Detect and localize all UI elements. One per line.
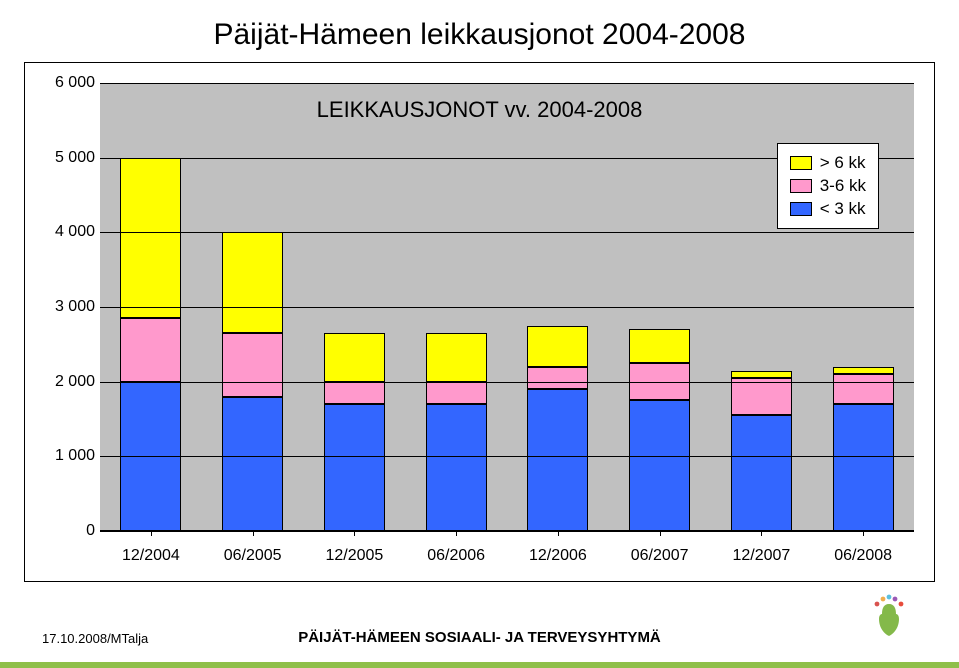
x-axis-label: 12/2005 (325, 547, 383, 565)
footer-accent-line (0, 662, 959, 668)
bar-group (629, 329, 690, 531)
gridline (100, 456, 914, 457)
legend-item-gt6kk: > 6 kk (790, 153, 866, 173)
x-tick (761, 531, 762, 536)
bar-segment-k36kk (120, 318, 181, 381)
bar-segment-lt3kk (629, 400, 690, 531)
x-tick (456, 531, 457, 536)
bar-group (324, 333, 385, 531)
x-tick (354, 531, 355, 536)
x-axis-label: 06/2008 (834, 547, 892, 565)
legend-swatch-lt3kk (790, 202, 812, 216)
y-axis-label: 5 000 (43, 149, 95, 167)
gridline (100, 232, 914, 233)
y-axis-label: 6 000 (43, 74, 95, 92)
y-axis-label: 0 (43, 522, 95, 540)
bar-segment-k36kk (222, 333, 283, 396)
x-axis-label: 12/2006 (529, 547, 587, 565)
page-title: Päijät-Hämeen leikkausjonot 2004-2008 (24, 18, 935, 52)
bar-segment-k36kk (731, 378, 792, 415)
bar-segment-lt3kk (222, 397, 283, 531)
footer-org-name: PÄIJÄT-HÄMEEN SOSIAALI- JA TERVEYSYHTYMÄ (298, 629, 661, 646)
gridline (100, 531, 914, 532)
y-axis-label: 3 000 (43, 298, 95, 316)
x-tick (863, 531, 864, 536)
footer-date-author: 17.10.2008/MTalja (42, 631, 148, 646)
x-tick (151, 531, 152, 536)
bar-segment-lt3kk (426, 404, 487, 531)
x-axis-label: 12/2004 (122, 547, 180, 565)
gridline (100, 382, 914, 383)
bar-segment-lt3kk (527, 389, 588, 531)
gridline (100, 83, 914, 84)
chart-title: LEIKKAUSJONOT vv. 2004-2008 (317, 97, 643, 123)
slide-page: Päijät-Hämeen leikkausjonot 2004-2008 LE… (0, 0, 959, 668)
bar-group (426, 333, 487, 531)
bar-group (527, 326, 588, 531)
bar-segment-gt6kk (731, 371, 792, 378)
bar-segment-gt6kk (833, 367, 894, 374)
legend-swatch-gt6kk (790, 156, 812, 170)
chart-container: LEIKKAUSJONOT vv. 2004-2008 > 6 kk 3-6 k… (24, 62, 935, 582)
x-tick (253, 531, 254, 536)
legend-item-3-6kk: 3-6 kk (790, 176, 866, 196)
legend-label-gt6kk: > 6 kk (820, 153, 866, 173)
bar-segment-gt6kk (120, 158, 181, 319)
y-axis-label: 1 000 (43, 447, 95, 465)
bar-segment-gt6kk (426, 333, 487, 382)
x-axis-label: 06/2006 (427, 547, 485, 565)
logo-hand-icon (867, 594, 911, 638)
bar-segment-lt3kk (833, 404, 894, 531)
bar-segment-gt6kk (527, 326, 588, 367)
bar-segment-lt3kk (324, 404, 385, 531)
legend-label-lt3kk: < 3 kk (820, 199, 866, 219)
bar-segment-k36kk (833, 374, 894, 404)
bar-segment-gt6kk (222, 232, 283, 333)
bar-segment-gt6kk (324, 333, 385, 382)
bar-segment-lt3kk (731, 415, 792, 531)
bar-group (731, 370, 792, 531)
bar-segment-k36kk (527, 367, 588, 389)
bar-group (833, 367, 894, 531)
bar-segment-k36kk (324, 382, 385, 404)
y-axis-label: 2 000 (43, 373, 95, 391)
legend: > 6 kk 3-6 kk < 3 kk (777, 143, 879, 229)
y-axis-label: 4 000 (43, 223, 95, 241)
x-axis-label: 06/2005 (224, 547, 282, 565)
legend-item-lt3kk: < 3 kk (790, 199, 866, 219)
legend-label-3-6kk: 3-6 kk (820, 176, 866, 196)
bar-segment-k36kk (426, 382, 487, 404)
legend-swatch-3-6kk (790, 179, 812, 193)
x-tick (558, 531, 559, 536)
bar-segment-gt6kk (629, 329, 690, 363)
bar-group (120, 158, 181, 531)
x-axis-label: 12/2007 (732, 547, 790, 565)
x-tick (660, 531, 661, 536)
x-axis-label: 06/2007 (631, 547, 689, 565)
gridline (100, 307, 914, 308)
